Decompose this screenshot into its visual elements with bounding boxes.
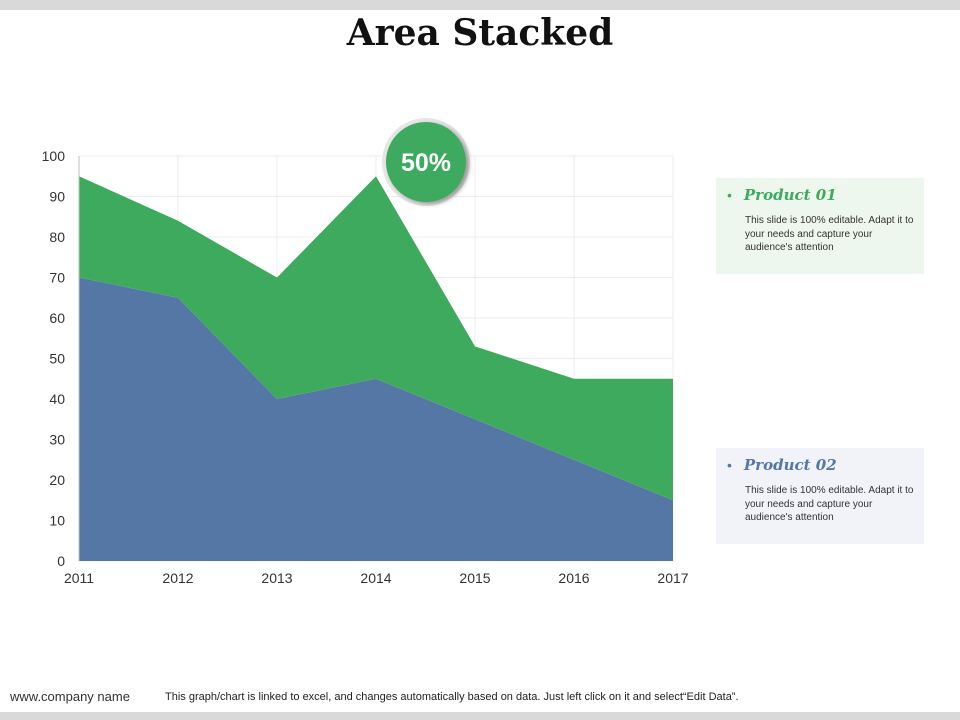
y-tick-label: 80 (49, 229, 65, 245)
footer-note: This graph/chart is linked to excel, and… (165, 691, 739, 703)
y-tick-label: 0 (57, 553, 65, 569)
legend-product-02: • Product 02 This slide is 100% editable… (716, 448, 924, 544)
x-tick-label: 2016 (558, 570, 589, 586)
percent-badge: 50% (382, 118, 470, 206)
y-tick-label: 20 (49, 472, 65, 488)
y-tick-label: 100 (42, 148, 66, 164)
legend-title: Product 01 (743, 186, 837, 204)
legend-description: This slide is 100% editable. Adapt it to… (745, 485, 914, 523)
y-tick-label: 70 (49, 270, 65, 286)
footer-company: www.company name (10, 689, 130, 704)
y-tick-label: 10 (49, 513, 65, 529)
y-tick-label: 30 (49, 432, 65, 448)
chart-areas (79, 176, 673, 561)
y-tick-label: 90 (49, 189, 65, 205)
x-tick-label: 2013 (261, 570, 292, 586)
top-bar (0, 0, 960, 10)
x-tick-label: 2011 (64, 570, 94, 586)
bottom-bar (0, 712, 960, 720)
x-tick-label: 2015 (459, 570, 490, 586)
badge-circle (386, 122, 466, 202)
badge-label: 50% (401, 149, 451, 177)
legend-description: This slide is 100% editable. Adapt it to… (745, 215, 914, 253)
legend-title: Product 02 (743, 456, 837, 474)
bullet-icon: • (727, 187, 732, 203)
y-tick-label: 50 (49, 351, 65, 367)
y-tick-label: 60 (49, 310, 65, 326)
page-title: Area Stacked (346, 12, 614, 54)
x-tick-label: 2012 (162, 570, 193, 586)
y-tick-label: 40 (49, 391, 65, 407)
area-product-01 (79, 176, 673, 501)
x-tick-label: 2017 (657, 570, 688, 586)
legend-product-01: • Product 01 This slide is 100% editable… (716, 178, 924, 274)
bullet-icon: • (727, 457, 732, 473)
chart-axes: 0 10 20 30 40 50 60 70 80 90 100 2011 2012 2013 2014 20… (42, 148, 689, 586)
x-tick-label: 2014 (360, 570, 391, 586)
